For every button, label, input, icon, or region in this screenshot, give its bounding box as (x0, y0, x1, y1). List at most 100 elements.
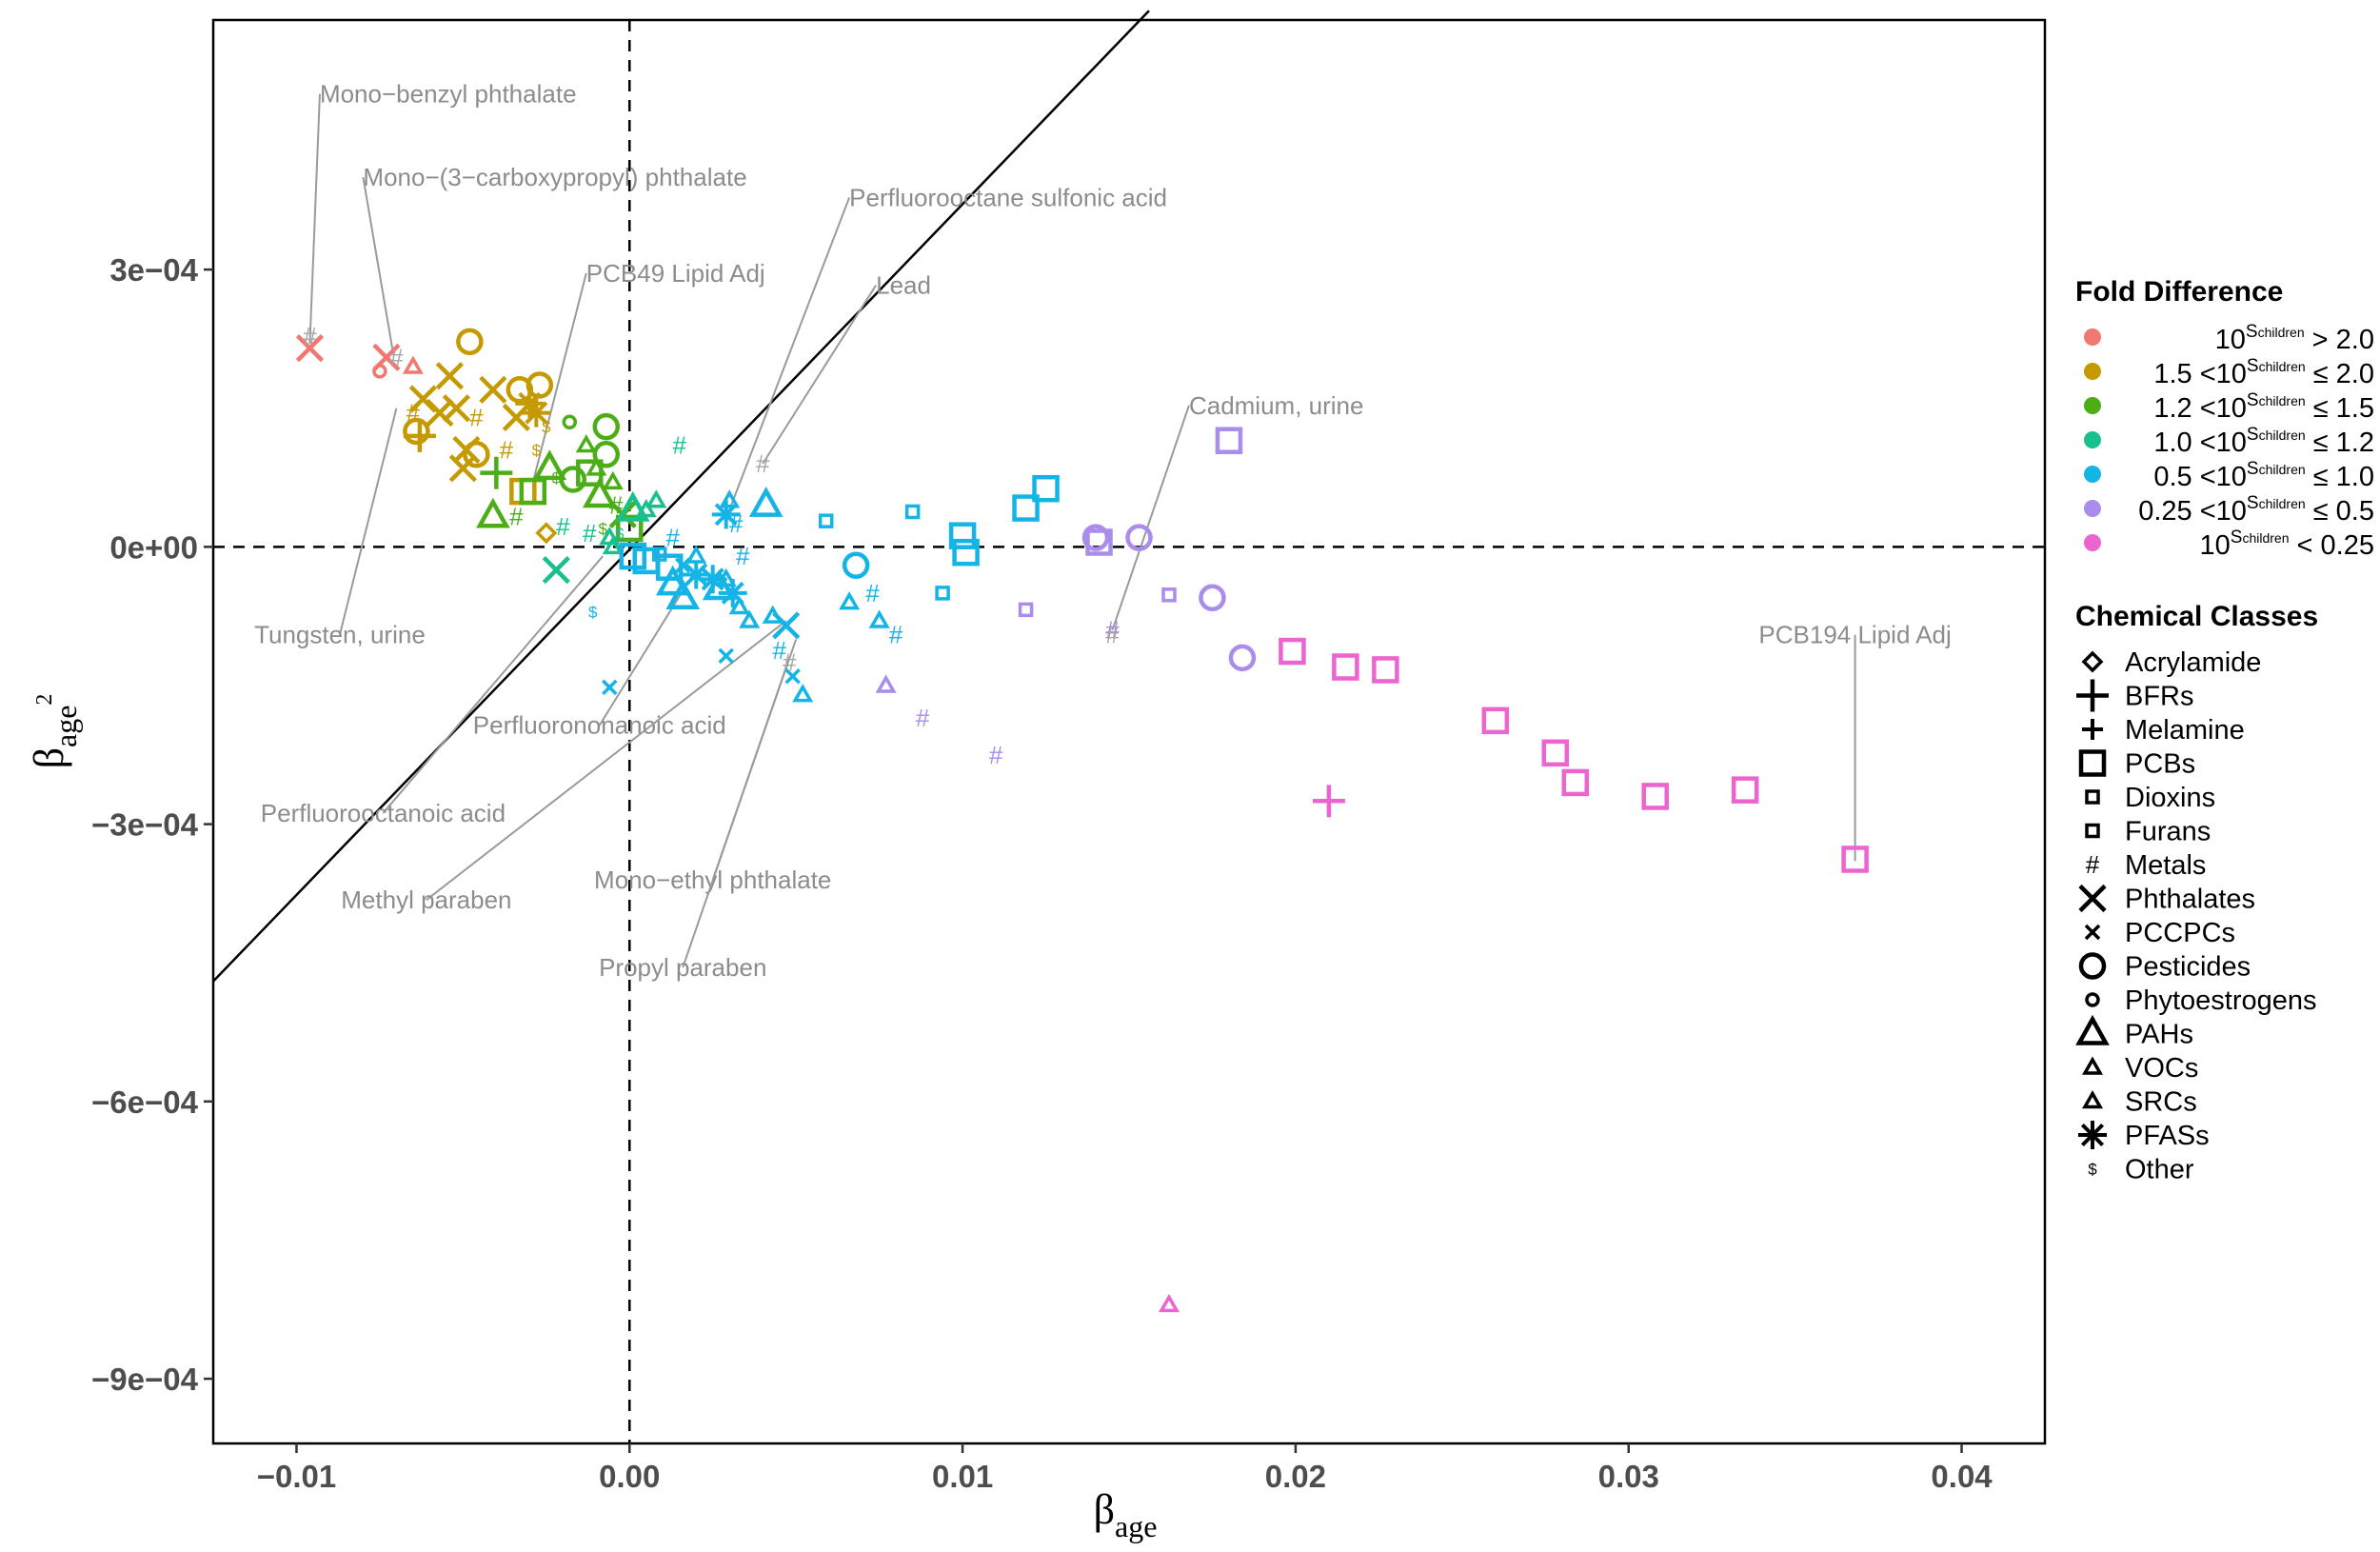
legend-title-classes: Chemical Classes (2075, 601, 2318, 632)
legend-item-fold: 10Schildren < 0.25 (2084, 527, 2374, 561)
annotation-leader (531, 272, 587, 483)
svg-text:$: $ (542, 418, 551, 436)
data-points: ### $$#$#$# ##$$############## (295, 322, 1869, 1313)
data-point (1731, 776, 1759, 804)
legend-symbol (2081, 1056, 2104, 1075)
svg-text:#: # (469, 403, 484, 431)
data-point (1228, 644, 1257, 672)
legend-item-class: PAHs (2075, 1014, 2193, 1050)
annotation-label: Perfluorooctanoic acid (261, 799, 506, 827)
data-point (403, 417, 430, 446)
legend-label: 0.25 <10Schildren ≤ 0.5 (2138, 493, 2374, 527)
svg-text:#: # (989, 741, 1003, 769)
data-point (402, 355, 424, 374)
legend-symbol: $ (2088, 1161, 2097, 1179)
data-point (1125, 524, 1153, 551)
data-point (635, 498, 657, 518)
svg-text:#: # (889, 621, 903, 649)
legend-label: Other (2125, 1155, 2194, 1185)
legend-item-class: BFRs (2076, 679, 2194, 712)
data-point (1481, 706, 1510, 735)
svg-text:#: # (783, 648, 797, 677)
plot-frame (211, 18, 2047, 1445)
legend-swatch (2084, 397, 2101, 414)
legend-label: 1.0 <10Schildren ≤ 1.2 (2153, 425, 2374, 458)
data-point (592, 412, 621, 441)
data-point (480, 456, 513, 489)
annotation-label: Lead (876, 271, 931, 300)
legend-symbol (2085, 789, 2100, 805)
axes: −0.01 0.00 0.01 0.02 0.03 0.04 3e−04 0e+00 −3e−0… (91, 252, 1993, 1494)
data-point: # (756, 449, 770, 478)
legend-item-class: Pesticides (2078, 952, 2251, 983)
data-point (372, 343, 401, 371)
data-point (456, 328, 484, 356)
data-point (435, 362, 464, 390)
legend-symbol (2076, 679, 2109, 712)
svg-text:#: # (772, 636, 786, 665)
legend-label: 0.5 <10Schildren ≤ 1.0 (2153, 459, 2374, 492)
legend-label: 1.2 <10Schildren ≤ 1.5 (2153, 390, 2374, 424)
data-point: # (729, 509, 744, 538)
data-point (559, 466, 587, 493)
legend-item-class: Acrylamide (2081, 647, 2261, 678)
annotation-label: PCB194 Lipid Adj (1758, 621, 1951, 649)
y-tick-label: −3e−04 (91, 807, 199, 843)
annotation-label: Perfluorononanoic acid (473, 711, 726, 740)
data-point (728, 595, 750, 615)
legend-item-class: SRCs (2081, 1087, 2197, 1118)
data-point (839, 591, 861, 610)
data-point (1032, 474, 1060, 503)
legend-title-fold: Fold Difference (2075, 276, 2283, 308)
annotation-leader (682, 657, 791, 968)
data-point: $ (552, 469, 562, 487)
annotation-leader (362, 176, 394, 353)
data-point (719, 489, 741, 508)
annotation-leader (426, 620, 787, 901)
legend-item-class: # Metals (2086, 850, 2207, 881)
legend-item-fold: 1.5 <10Schildren ≤ 2.0 (2084, 356, 2374, 389)
data-point: # (989, 741, 1003, 769)
legend-symbol (2075, 1014, 2110, 1045)
data-point (948, 522, 977, 549)
svg-text:#: # (673, 431, 687, 460)
legend-item-class: VOCs (2081, 1053, 2198, 1084)
x-tick-label: −0.01 (257, 1459, 337, 1494)
svg-text:#: # (509, 502, 524, 530)
data-point (562, 414, 578, 430)
data-point: # (772, 636, 786, 665)
data-point (448, 454, 477, 483)
data-point (875, 674, 897, 693)
legend-symbol (2078, 952, 2107, 980)
legend-item-fold: 0.5 <10Schildren ≤ 1.0 (2084, 459, 2374, 492)
data-point (935, 586, 950, 601)
data-point (655, 565, 690, 596)
data-point (502, 403, 530, 432)
legend-label: Dioxins (2125, 783, 2215, 813)
legend-symbol (2078, 1121, 2107, 1149)
annotation-leader (728, 197, 851, 510)
data-point (542, 556, 570, 585)
legend-swatch (2084, 363, 2101, 380)
data-point (792, 684, 814, 703)
data-point: # (1105, 621, 1120, 649)
data-point: # (916, 704, 930, 732)
legend-symbol (2085, 992, 2100, 1007)
data-point (592, 441, 621, 468)
svg-text:#: # (583, 519, 597, 547)
svg-text:#: # (666, 524, 681, 552)
data-point (1541, 739, 1570, 767)
data-point: # (736, 542, 750, 570)
legend-label: 1.5 <10Schildren ≤ 2.0 (2153, 356, 2374, 389)
legend-item-class: $ Other (2088, 1155, 2194, 1185)
data-point: # (1105, 616, 1120, 645)
legend-label: PFASs (2125, 1121, 2210, 1151)
legend-label: BFRs (2125, 682, 2194, 712)
data-point (1279, 637, 1306, 666)
legend-item-class: Phthalates (2078, 885, 2255, 915)
reference-lines (212, 10, 2045, 1443)
legend-symbol (2084, 924, 2101, 941)
data-point: $ (588, 603, 598, 621)
data-point (1312, 785, 1345, 818)
